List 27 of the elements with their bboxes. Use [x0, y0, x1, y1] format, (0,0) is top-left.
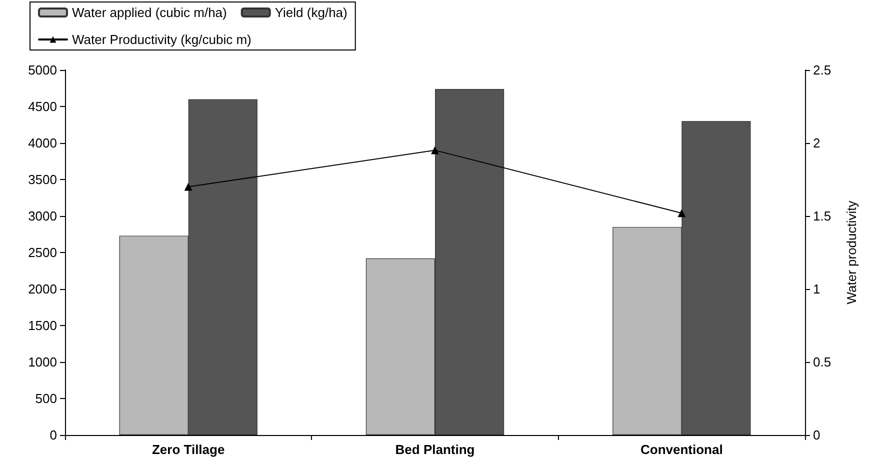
- y-tick-label: 4000: [28, 136, 57, 150]
- y2-tick-label: 2: [813, 136, 820, 150]
- legend-label: Water Productivity (kg/cubic m): [72, 32, 252, 47]
- y2-axis-title: Water productivity: [844, 200, 859, 304]
- y2-tick-label: 2.5: [813, 62, 832, 78]
- y-tick-label: 5000: [28, 62, 57, 78]
- y-tick-label: 2500: [28, 245, 57, 260]
- point: [184, 182, 192, 191]
- y-tick-label: 1500: [28, 318, 57, 333]
- y-tick-label: 3500: [28, 172, 57, 187]
- y2-tick-label: 0: [813, 428, 820, 442]
- x-tick-label: Bed Planting: [395, 442, 475, 457]
- legend-label: Water applied (cubic m/ha): [72, 5, 227, 20]
- y2-tick-label: 0.5: [813, 354, 832, 370]
- y2-tick-label: 1.5: [813, 208, 832, 224]
- y-tick-label: 2000: [28, 282, 57, 296]
- y-tick-label: 0: [50, 428, 57, 442]
- point: [431, 146, 439, 154]
- point: [678, 209, 686, 218]
- y-tick-label: 4500: [28, 99, 57, 114]
- legend-label: Yield (kg/ha): [274, 5, 348, 20]
- y-tick-label: 500: [35, 391, 57, 406]
- y2-tick-label: 1: [813, 282, 820, 296]
- x-tick-label: Zero Tillage: [152, 442, 225, 457]
- y-tick-label: 1000: [28, 354, 57, 370]
- x-tick-label: Conventional: [640, 442, 723, 457]
- y-tick-label: 3000: [28, 208, 57, 224]
